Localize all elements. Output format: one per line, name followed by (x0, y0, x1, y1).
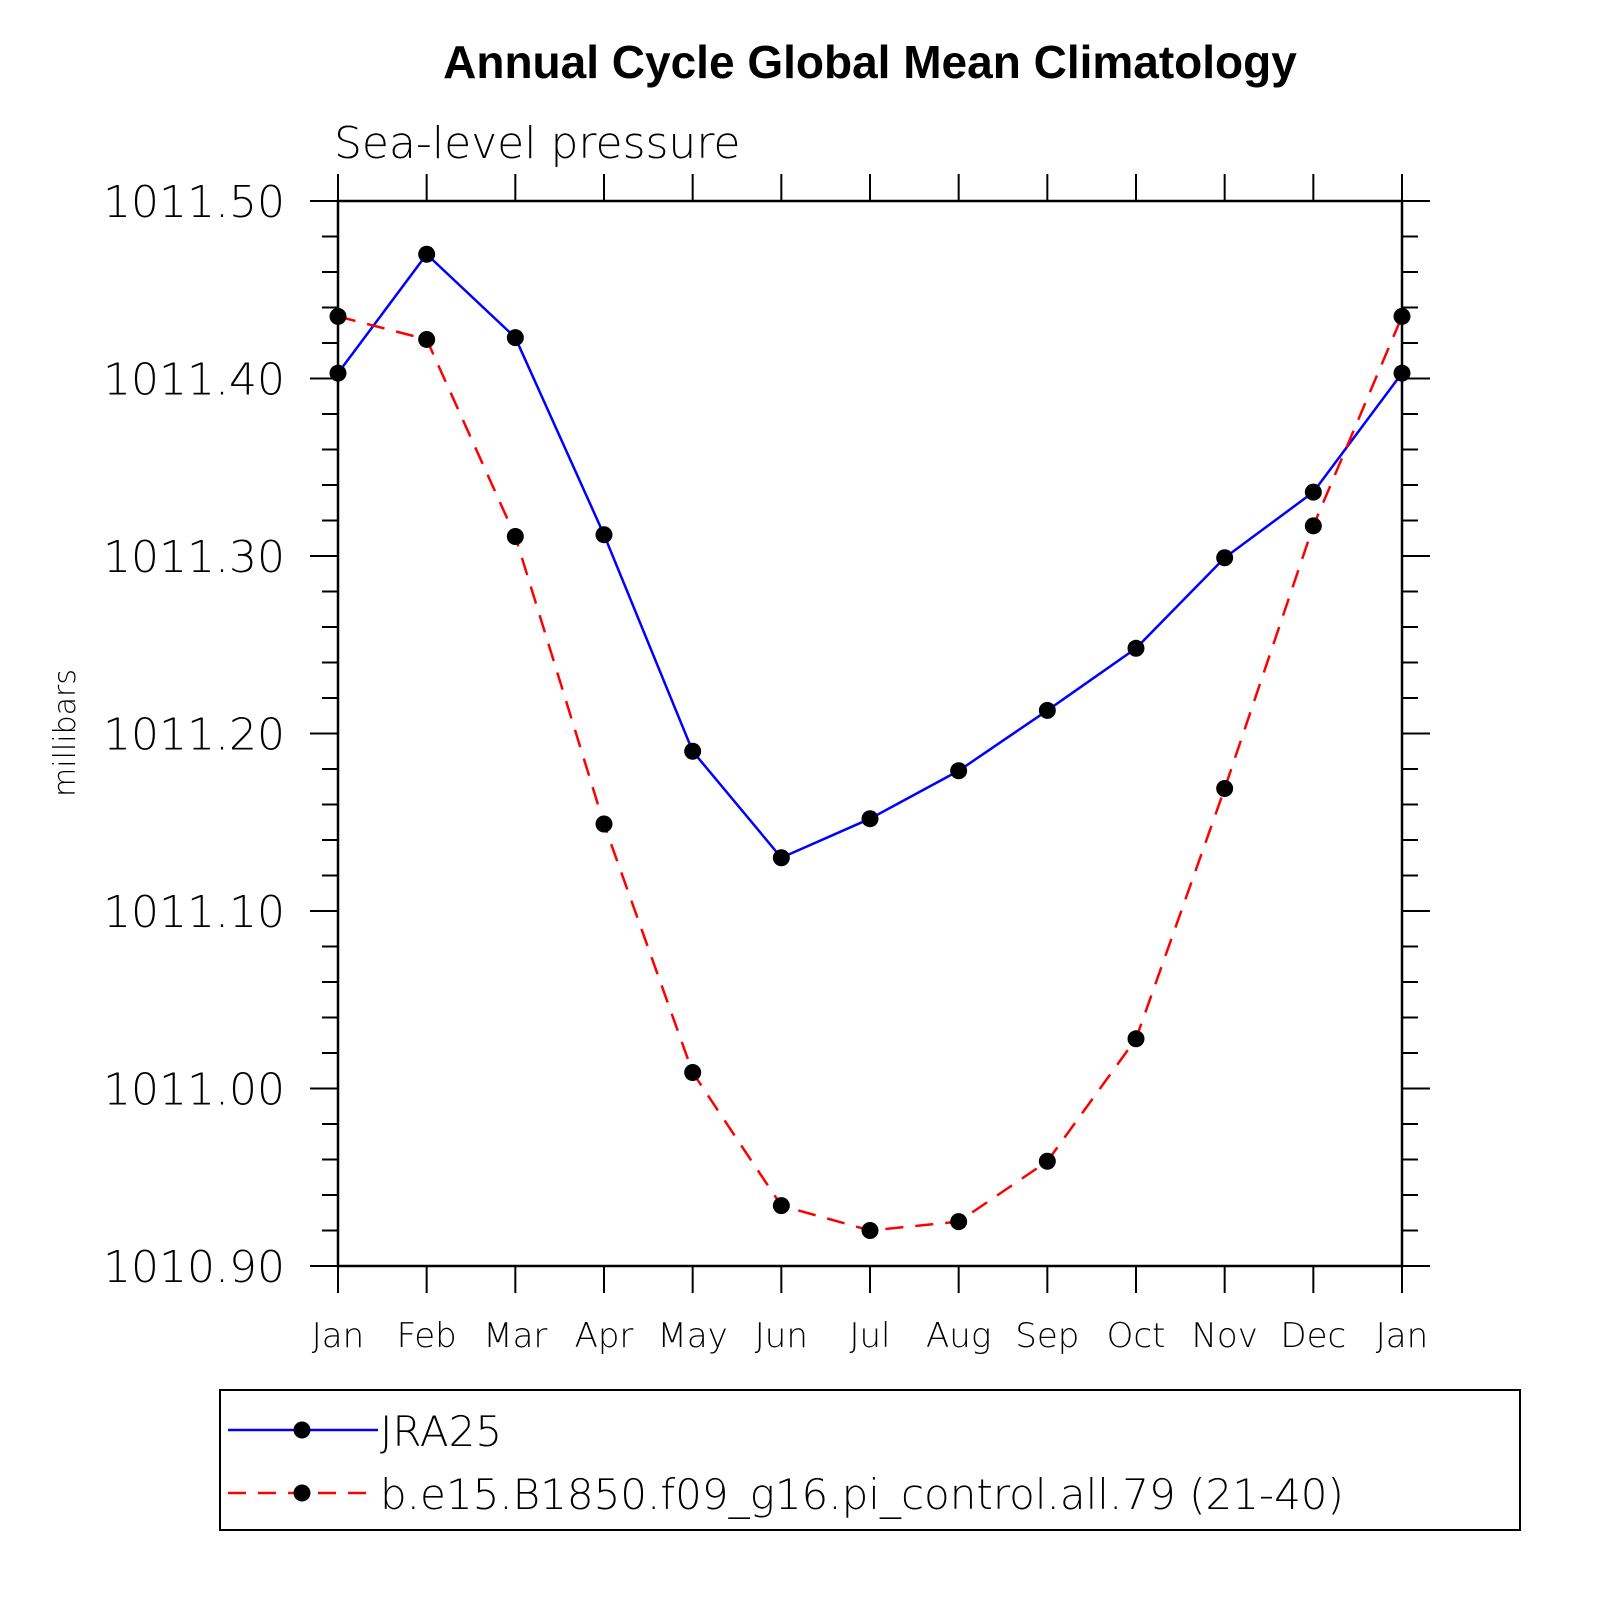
data-point (684, 1064, 702, 1082)
series-line (337, 315, 1404, 1232)
y-tick-label: 1011.00 (103, 1065, 285, 1116)
x-tick-label: May (658, 1316, 728, 1356)
data-point (1216, 549, 1234, 567)
data-point (772, 1197, 790, 1215)
data-point (861, 810, 879, 828)
data-point (684, 742, 702, 760)
legend-item: JRA25 (228, 1407, 502, 1456)
x-tick-label: Jun (755, 1316, 808, 1356)
x-tick-label: Feb (397, 1316, 457, 1356)
data-point (1304, 517, 1322, 535)
x-tick-label: Nov (1191, 1316, 1257, 1356)
x-tick-label: Sep (1015, 1316, 1079, 1356)
data-point (772, 849, 790, 867)
y-tick-label: 1011.40 (103, 355, 285, 406)
y-tick-label: 1010.90 (103, 1242, 285, 1293)
chart-title: Annual Cycle Global Mean Climatology (443, 36, 1297, 88)
legend-marker (293, 1421, 311, 1439)
data-point (861, 1222, 879, 1239)
data-point (1127, 1030, 1145, 1048)
data-point (1393, 307, 1411, 325)
data-point (1304, 483, 1322, 501)
axes: 1011.50 1011.40 1011.30 1011.20 1011.10 1011.… (103, 174, 1430, 1356)
legend-box (219, 1389, 1521, 1531)
legend-item: b.e15.B1850.f09_g16.pi_control.all.79 (2… (228, 1470, 1344, 1519)
x-tick-label: Jan (1376, 1316, 1428, 1356)
series-layer (329, 245, 1411, 1239)
data-point (1216, 780, 1234, 798)
data-point (329, 307, 347, 325)
legend: JRA25 b.e15.B1850.f09_g16.pi_control.all.… (219, 1389, 1521, 1531)
series-line (336, 252, 1404, 860)
x-tick-label: Apr (575, 1316, 634, 1356)
y-tick-label: 1011.20 (103, 710, 285, 761)
y-tick-label: 1011.30 (103, 532, 285, 583)
series-1 (329, 307, 1411, 1239)
data-point (1038, 701, 1056, 719)
data-point (595, 815, 613, 833)
plot-frame (336, 199, 1404, 1268)
data-point (1127, 639, 1145, 657)
data-point (418, 245, 436, 263)
x-tick-label: Oct (1107, 1316, 1166, 1356)
data-point (506, 527, 524, 545)
data-point (506, 329, 524, 347)
data-point (329, 364, 347, 382)
data-point (595, 526, 613, 544)
legend-label: JRA25 (380, 1407, 502, 1456)
x-tick-label: Jan (312, 1316, 364, 1356)
chart-subtitle: Sea-level pressure (334, 118, 741, 169)
data-point (1393, 364, 1411, 382)
data-point (418, 330, 436, 348)
y-tick-label: 1011.50 (103, 177, 285, 228)
y-tick-label: 1011.10 (103, 887, 285, 938)
data-point (1038, 1152, 1056, 1170)
data-point (950, 762, 968, 780)
legend-label: b.e15.B1850.f09_g16.pi_control.all.79 (2… (380, 1470, 1344, 1519)
x-tick-label: Mar (483, 1316, 547, 1356)
series-0 (329, 245, 1411, 867)
x-tick-label: Aug (926, 1316, 991, 1356)
y-axis-label: millibars (48, 669, 83, 797)
x-tick-label: Dec (1280, 1316, 1346, 1356)
data-point (950, 1213, 968, 1231)
x-tick-label: Jul (849, 1316, 890, 1356)
legend-marker (293, 1484, 311, 1502)
